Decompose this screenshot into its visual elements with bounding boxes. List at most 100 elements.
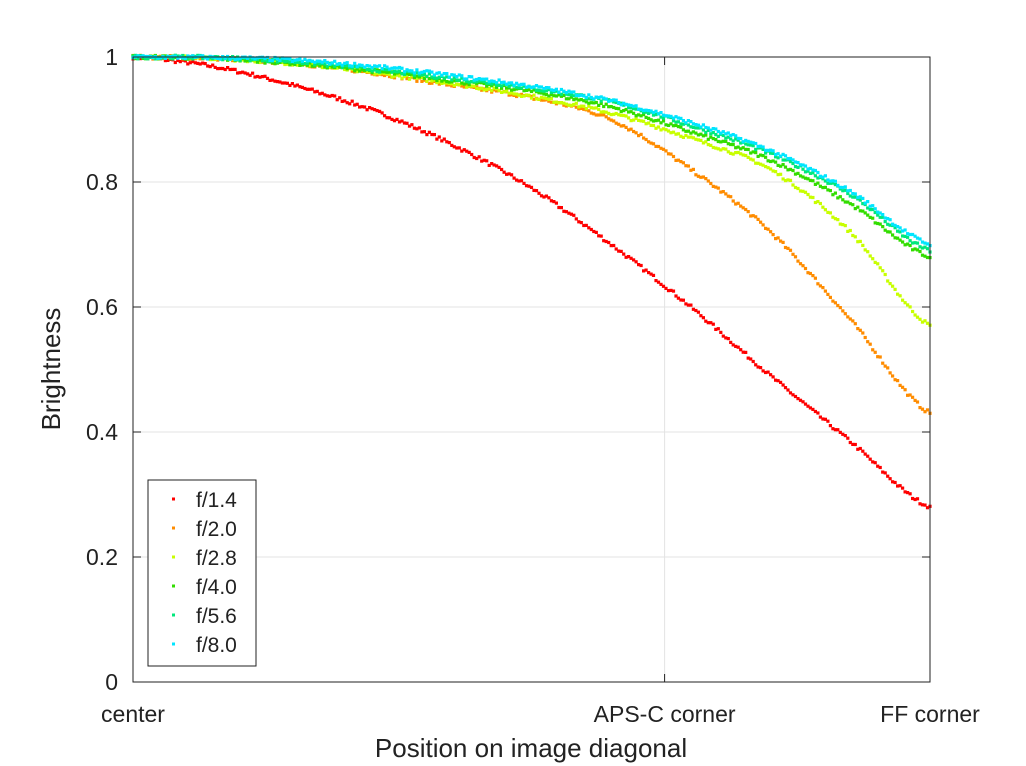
data-point [716,186,720,190]
data-point [440,73,444,77]
data-point [251,58,255,62]
data-point [833,179,837,183]
data-point [656,144,661,149]
data-point [253,57,257,61]
data-point [383,73,387,78]
data-point [764,151,768,155]
data-point [385,116,389,120]
data-point [896,292,900,296]
data-point [450,84,454,88]
data-point [706,179,710,183]
data-point [604,110,608,114]
data-point [305,61,309,66]
data-point [925,321,930,325]
data-point [906,235,910,239]
data-point [412,73,416,77]
data-point [771,169,775,173]
data-point [315,89,319,93]
data-point [654,119,658,123]
data-point [749,140,753,144]
data-point [163,59,167,63]
data-point [863,335,867,340]
data-point [861,196,865,200]
data-point [876,355,880,359]
data-point [714,185,718,189]
data-point [387,75,392,79]
data-point [920,503,925,507]
data-point [838,185,842,189]
data-point [642,136,646,140]
data-point [305,63,309,67]
data-point [898,383,902,387]
data-point [664,286,668,290]
data-point [589,101,593,105]
data-point [462,77,466,81]
data-point [637,134,641,138]
data-point [564,97,568,101]
data-point [798,163,803,167]
data-point [442,81,446,85]
data-point [226,66,230,70]
data-point [801,167,805,171]
data-point [295,83,299,87]
data-point [911,309,915,314]
data-point [649,118,653,122]
data-point [552,200,556,204]
data-point [320,91,324,95]
data-point [492,86,496,90]
data-point [709,321,713,325]
data-point [432,133,436,137]
data-point [308,58,312,62]
data-point [193,61,197,65]
data-point [383,70,387,74]
data-point [681,128,685,132]
data-point [876,221,880,226]
data-point [437,82,441,86]
data-point [470,84,474,88]
data-point [666,114,671,118]
data-point [749,151,753,155]
data-point [380,111,384,115]
data-point [719,131,723,135]
data-point [694,131,698,135]
data-point [868,342,872,346]
data-point [739,141,743,145]
series-f5-6 [131,53,932,254]
data-point [811,171,815,175]
data-point [211,57,215,61]
data-point [378,72,382,76]
data-point [816,411,820,415]
data-point [375,71,379,75]
data-point [390,117,394,121]
data-point [402,74,407,79]
data-point [836,218,840,222]
data-point [856,195,860,199]
data-point [659,111,663,115]
data-point [320,60,324,64]
y-tick-label: 1 [105,44,118,70]
data-point [816,282,820,286]
data-point [420,79,424,83]
data-point [552,94,556,98]
data-point [858,446,862,451]
data-point [375,73,379,77]
data-point [656,125,661,129]
data-point [637,107,641,111]
data-point [407,72,412,77]
data-point [370,71,374,75]
data-point [602,113,606,117]
data-point [510,88,514,92]
data-point [878,266,882,270]
data-point [375,70,379,74]
data-point [263,58,267,62]
data-point [246,56,250,60]
data-point [788,167,793,171]
data-point [472,84,476,88]
data-point [731,199,735,203]
data-point [759,366,763,370]
data-point [594,113,598,117]
data-point [729,133,733,137]
data-point [485,84,489,88]
data-point [427,130,431,134]
data-point [427,81,431,85]
